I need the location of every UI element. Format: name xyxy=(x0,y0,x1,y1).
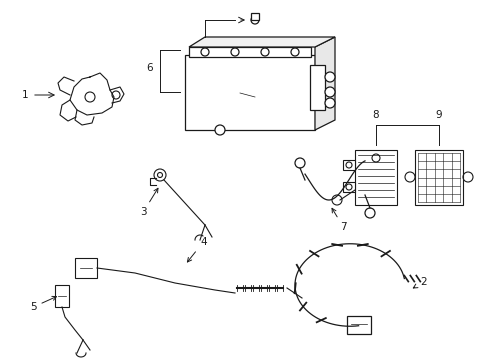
Text: 4: 4 xyxy=(187,237,207,262)
Bar xyxy=(415,150,463,205)
Bar xyxy=(185,55,315,130)
Text: 3: 3 xyxy=(140,188,158,217)
Circle shape xyxy=(215,125,225,135)
Text: 2: 2 xyxy=(413,277,427,288)
Bar xyxy=(346,316,370,334)
Bar xyxy=(355,150,397,205)
Polygon shape xyxy=(315,37,335,130)
Polygon shape xyxy=(189,37,335,47)
Circle shape xyxy=(325,87,335,97)
Text: 7: 7 xyxy=(332,208,346,232)
Bar xyxy=(55,285,69,307)
Bar xyxy=(251,13,259,20)
Circle shape xyxy=(325,72,335,82)
Bar xyxy=(75,258,97,278)
Text: 1: 1 xyxy=(22,90,28,100)
Circle shape xyxy=(325,98,335,108)
Bar xyxy=(310,65,325,110)
Bar xyxy=(343,160,355,170)
Bar xyxy=(189,47,311,57)
Text: 8: 8 xyxy=(373,110,379,120)
Bar xyxy=(343,182,355,192)
Text: 9: 9 xyxy=(436,110,442,120)
Text: 5: 5 xyxy=(30,296,56,312)
Text: 6: 6 xyxy=(147,63,153,73)
